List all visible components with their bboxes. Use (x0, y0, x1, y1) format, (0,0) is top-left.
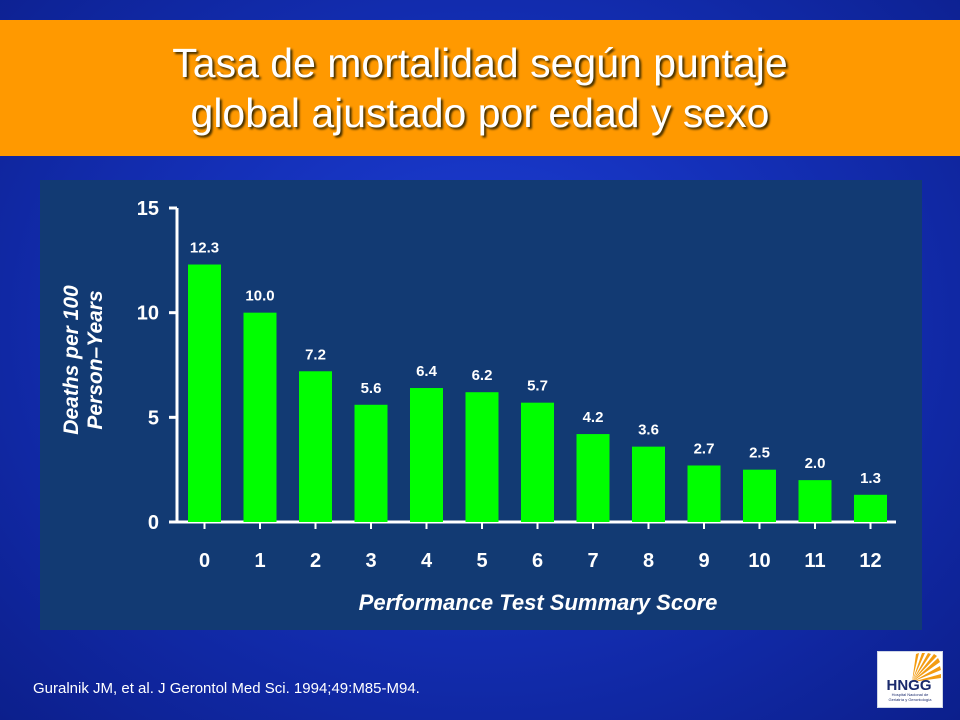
x-tick-label: 3 (365, 550, 376, 572)
x-tick-label: 8 (643, 550, 654, 572)
x-tick-label: 0 (199, 550, 210, 572)
y-tick-label: 0 (148, 512, 159, 534)
slide-title-line-1: Tasa de mortalidad según puntaje (172, 40, 788, 86)
x-tick-label: 9 (698, 550, 709, 572)
bar (299, 371, 332, 522)
citation: Guralnik JM, et al. J Gerontol Med Sci. … (33, 680, 420, 697)
x-tick-label: 1 (254, 550, 265, 572)
data-label: 7.2 (305, 346, 326, 363)
logo-subtext-1: Hospital Nacional de (892, 692, 929, 697)
x-tick-label: 4 (421, 550, 433, 572)
logo-text: HNGG (887, 677, 932, 694)
data-label: 6.2 (472, 367, 493, 384)
x-tick-label: 11 (804, 550, 825, 572)
hngg-logo-icon: HNGG Hospital Nacional de Geriatría y Ge… (887, 653, 941, 702)
bar (465, 392, 499, 522)
logo-subtext-2: Geriatría y Gerontología (889, 697, 933, 702)
y-tick-label: 5 (148, 407, 159, 429)
x-axis-label: Performance Test Summary Score (359, 590, 718, 615)
bar (354, 404, 388, 522)
x-tick-label: 7 (587, 550, 598, 572)
data-label: 2.7 (694, 440, 715, 457)
bar (743, 469, 776, 522)
data-label: 3.6 (638, 422, 659, 439)
y-tick-label: 10 (137, 303, 159, 325)
title-banner: Tasa de mortalidad según puntaje global … (0, 20, 960, 156)
y-axis-label-line-2: Person–Years (84, 290, 107, 429)
x-tick-label: 10 (748, 550, 770, 572)
bar (798, 480, 832, 522)
bar (632, 446, 665, 522)
data-label: 10.0 (245, 288, 274, 305)
hospital-logo: HNGG Hospital Nacional de Geriatría y Ge… (877, 651, 943, 708)
y-axis-label: Deaths per 100 Person–Years (60, 285, 107, 435)
y-axis-label-line-1: Deaths per 100 (60, 285, 83, 435)
data-label: 2.5 (749, 445, 770, 462)
bar (687, 465, 721, 522)
bar (521, 402, 554, 522)
bar (410, 388, 443, 522)
data-label: 2.0 (805, 455, 826, 472)
value-labels: 12.3 10.0 7.2 5.6 6.4 6.2 5.7 4.2 3.6 2.7 2.5 2.0 1.… (190, 240, 881, 487)
x-tick-label: 2 (310, 550, 321, 572)
bar (188, 264, 221, 522)
bar-chart: Deaths per 100 Person–Years 12.3 10.0 7.2 5… (60, 198, 896, 615)
slide-title-line-2: global ajustado por edad y sexo (190, 90, 770, 136)
data-label: 5.7 (527, 378, 548, 395)
bars (188, 264, 887, 522)
x-tick-label: 6 (532, 550, 543, 572)
data-label: 5.6 (361, 380, 382, 397)
x-tick-label: 5 (476, 550, 487, 572)
chart-panel: Deaths per 100 Person–Years 12.3 10.0 7.2 5… (40, 180, 922, 630)
x-tick-labels: 0 1 2 3 4 5 6 7 8 9 10 11 12 (199, 550, 882, 572)
data-label: 12.3 (190, 240, 219, 257)
y-tick-labels: 0 5 10 15 (137, 198, 159, 534)
data-label: 6.4 (416, 363, 438, 380)
data-label: 1.3 (860, 470, 881, 487)
bar (243, 312, 277, 522)
bar (576, 434, 610, 522)
x-tick-label: 12 (859, 550, 881, 572)
data-label: 4.2 (583, 409, 604, 426)
y-tick-label: 15 (137, 198, 159, 220)
bar (854, 494, 887, 522)
